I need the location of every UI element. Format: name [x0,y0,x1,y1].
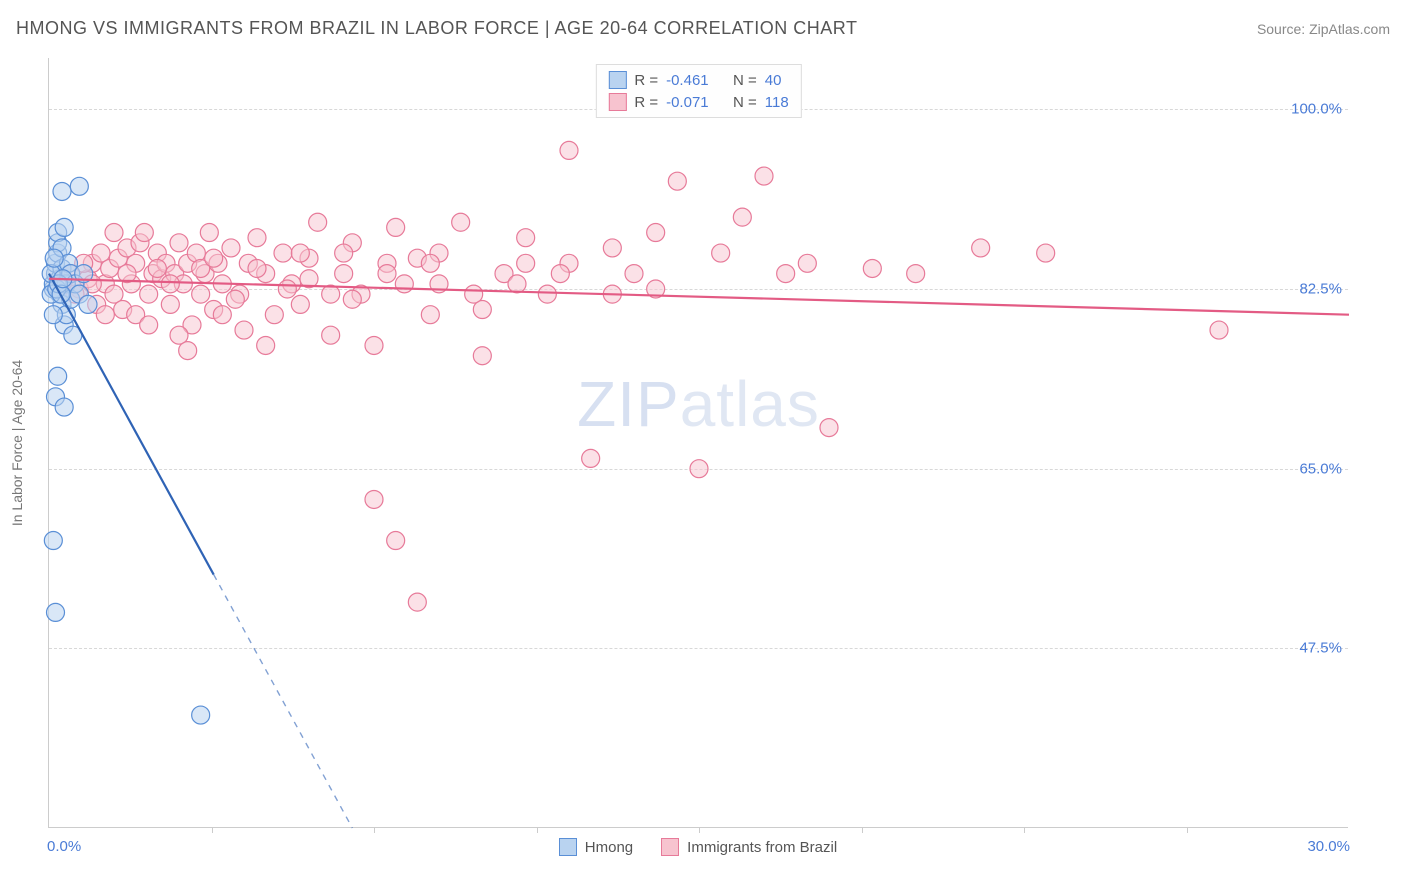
legend-item-brazil: Immigrants from Brazil [661,838,837,856]
series-legend: Hmong Immigrants from Brazil [48,838,1348,856]
legend-label-brazil: Immigrants from Brazil [687,839,837,856]
correlation-legend: R = -0.461 N = 40 R = -0.071 N = 118 [595,64,801,118]
correlation-row-brazil: R = -0.071 N = 118 [608,91,788,113]
n-prefix: N = [733,72,757,89]
correlation-row-hmong: R = -0.461 N = 40 [608,69,788,91]
legend-item-hmong: Hmong [559,838,633,856]
swatch-hmong-icon [559,838,577,856]
legend-label-hmong: Hmong [585,839,633,856]
r-prefix: R = [634,72,658,89]
n-prefix: N = [733,94,757,111]
chart-title: HMONG VS IMMIGRANTS FROM BRAZIL IN LABOR… [16,18,857,39]
r-value-brazil: -0.071 [666,94,709,111]
chart-header: HMONG VS IMMIGRANTS FROM BRAZIL IN LABOR… [16,18,1390,39]
swatch-brazil [608,93,626,111]
n-value-brazil: 118 [765,94,789,111]
source-label: Source: ZipAtlas.com [1257,21,1390,37]
r-value-hmong: -0.461 [666,72,709,89]
n-value-hmong: 40 [765,72,782,89]
swatch-brazil-icon [661,838,679,856]
y-axis-title: In Labor Force | Age 20-64 [9,359,25,525]
swatch-hmong [608,71,626,89]
scatter-svg [49,58,1348,827]
chart-plot-area: In Labor Force | Age 20-64 47.5%65.0%82.… [48,58,1348,828]
r-prefix: R = [634,94,658,111]
